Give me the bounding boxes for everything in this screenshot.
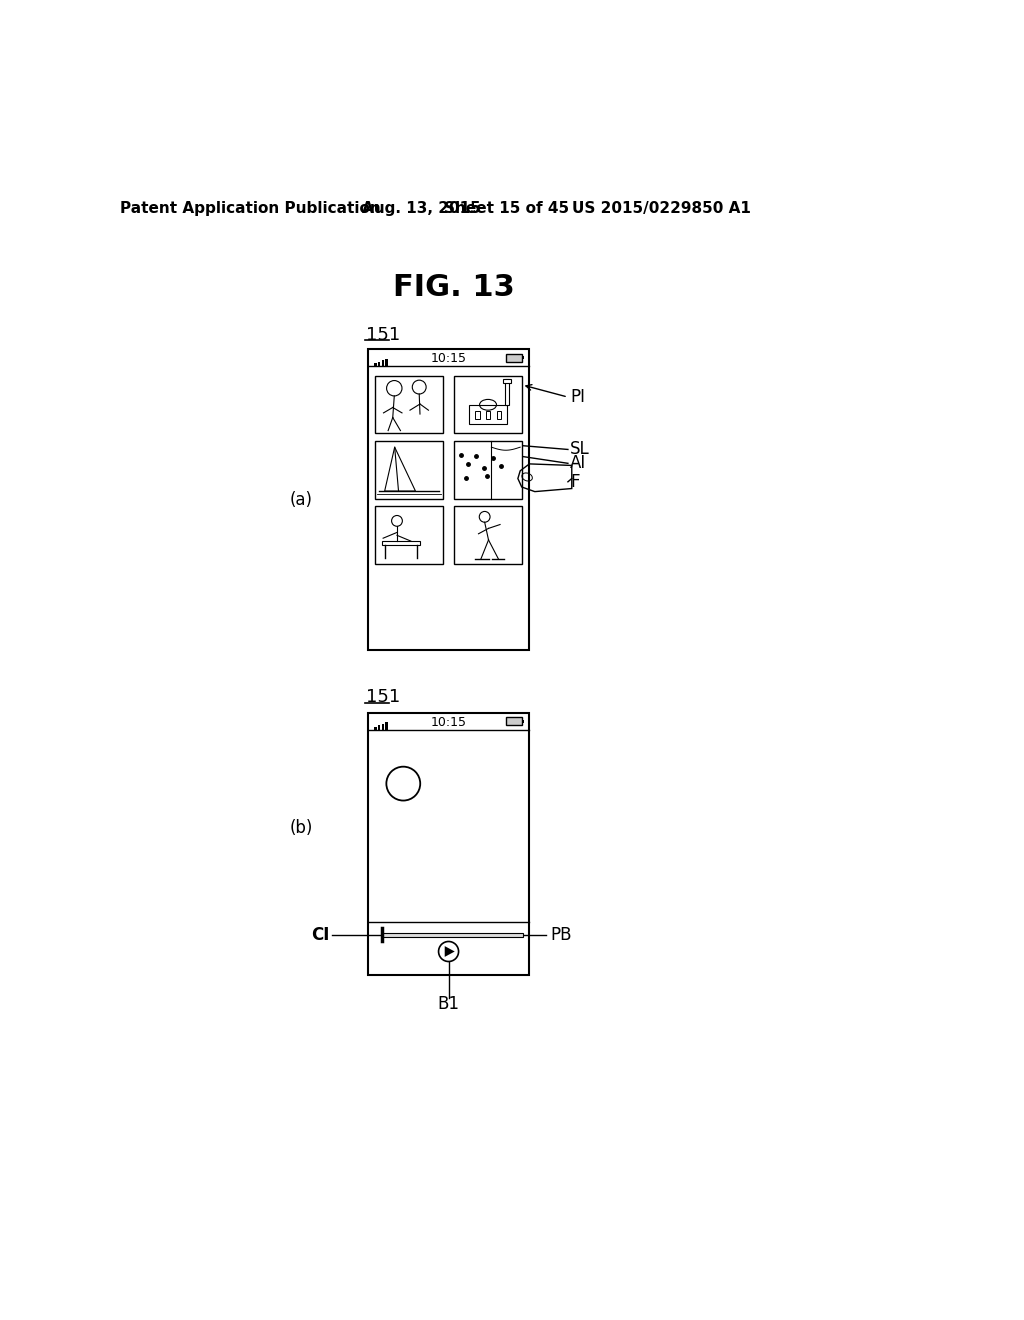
Bar [521, 719, 524, 723]
Text: PI: PI [570, 388, 586, 407]
Bar [378, 362, 381, 367]
Text: PB: PB [550, 925, 571, 944]
Text: Aug. 13, 2015: Aug. 13, 2015 [362, 201, 481, 216]
Bar [378, 725, 381, 730]
Bar [497, 411, 501, 418]
Text: FIG. 13: FIG. 13 [393, 273, 515, 302]
Bar [506, 718, 521, 725]
Bar [385, 722, 388, 730]
Bar [506, 354, 521, 362]
Text: F: F [570, 473, 580, 491]
Bar [376, 376, 442, 433]
Polygon shape [444, 946, 455, 957]
Bar [382, 723, 384, 730]
Bar [376, 441, 442, 499]
Bar [385, 359, 388, 367]
Text: 151: 151 [367, 326, 400, 345]
Bar [475, 411, 479, 418]
Text: (b): (b) [290, 820, 313, 837]
Text: B1: B1 [437, 995, 460, 1012]
Text: AI: AI [570, 454, 587, 473]
Text: US 2015/0229850 A1: US 2015/0229850 A1 [572, 201, 752, 216]
Bar [368, 350, 529, 649]
Bar [455, 507, 521, 564]
Text: Patent Application Publication: Patent Application Publication [120, 201, 380, 216]
Text: CI: CI [311, 925, 330, 944]
Bar [521, 356, 524, 359]
Bar [382, 541, 420, 545]
Text: Sheet 15 of 45: Sheet 15 of 45 [443, 201, 569, 216]
Bar [376, 507, 442, 564]
Text: SL: SL [570, 441, 590, 458]
Bar [368, 713, 529, 974]
Text: 10:15: 10:15 [430, 715, 467, 729]
Bar [382, 933, 523, 937]
Bar [505, 379, 510, 405]
Bar [504, 379, 511, 383]
Bar [382, 360, 384, 367]
Text: (a): (a) [290, 491, 313, 508]
Bar [374, 363, 377, 367]
Text: 10:15: 10:15 [430, 352, 467, 366]
Bar [485, 411, 490, 418]
Bar [455, 441, 521, 499]
Bar [469, 405, 507, 424]
Text: 151: 151 [367, 689, 400, 706]
Bar [455, 376, 521, 433]
Bar [374, 726, 377, 730]
